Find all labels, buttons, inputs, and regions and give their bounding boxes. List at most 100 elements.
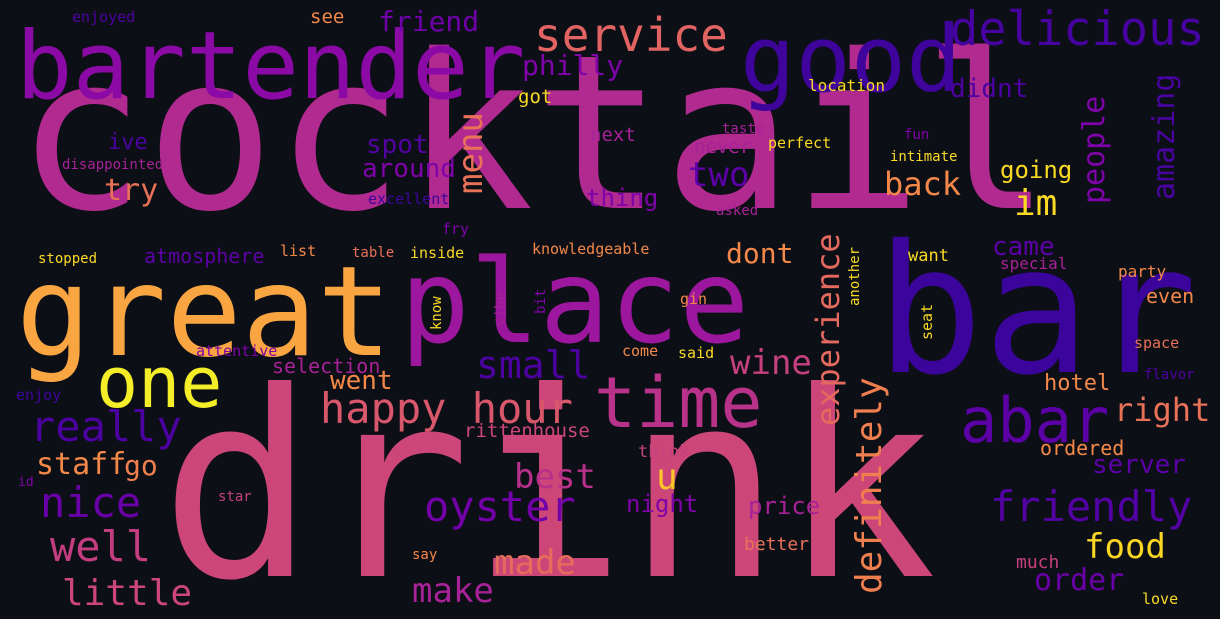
word-ive: ive: [108, 130, 148, 155]
word-fry: fry: [442, 220, 470, 238]
word-staff: staff: [36, 447, 127, 482]
word-amazing: amazing: [1147, 73, 1182, 200]
word-seat: seat: [918, 303, 936, 340]
word-going: going: [1000, 156, 1073, 184]
word-intimate: intimate: [890, 149, 958, 165]
word-u: u: [656, 457, 678, 498]
word-taste: taste: [722, 121, 765, 137]
word-people: people: [1077, 95, 1112, 204]
word-stopped: stopped: [38, 251, 98, 267]
word-made: made: [494, 543, 576, 583]
word-price: price: [748, 492, 821, 520]
word-vibe: vibe: [493, 292, 509, 326]
word-cocktail: cocktail: [16, 8, 1052, 259]
word-around: around: [362, 154, 456, 184]
word-good: good: [740, 6, 962, 113]
word-said: said: [678, 344, 715, 362]
word-rittenhouse: rittenhouse: [464, 420, 590, 442]
word-love: love: [1142, 590, 1179, 608]
word-food: food: [1084, 527, 1166, 567]
word-make: make: [412, 571, 494, 611]
word-im: im: [1014, 183, 1058, 224]
word-place: place: [400, 235, 750, 370]
word-went: went: [330, 366, 393, 396]
word-see: see: [310, 6, 345, 28]
word-party: party: [1118, 262, 1167, 281]
word-know: know: [429, 296, 445, 330]
word-come: come: [622, 342, 659, 360]
word-bit: bit: [533, 288, 549, 314]
word-order: order: [1034, 563, 1125, 598]
word-delicious: delicious: [950, 2, 1205, 57]
word-perfect: perfect: [768, 134, 832, 152]
word-little: little: [62, 573, 193, 614]
word-spot: spot: [366, 130, 429, 160]
word-fun: fun: [904, 127, 930, 143]
word-philly: philly: [522, 49, 624, 82]
word-service: service: [534, 8, 728, 62]
word-table: table: [352, 245, 395, 261]
word-two: two: [688, 155, 750, 195]
word-oyster: oyster: [424, 482, 576, 531]
word-excellent: excellent: [368, 190, 450, 208]
word-even: even: [1146, 284, 1195, 308]
word-thing: thing: [586, 184, 659, 212]
word-attentive: attentive: [196, 342, 278, 360]
word-go: go: [124, 449, 158, 482]
word-try: try: [104, 173, 159, 208]
word-inside: inside: [410, 244, 465, 262]
word-want: want: [908, 246, 949, 266]
word-ordered: ordered: [1040, 436, 1125, 460]
word-experience: experience: [809, 233, 847, 426]
word-abar: abar: [960, 384, 1110, 457]
word-star: star: [218, 489, 252, 505]
word-special: special: [1000, 254, 1068, 273]
word-right: right: [1114, 391, 1211, 429]
word-bartender: bartender: [16, 12, 526, 121]
word-disappointed: disappointed: [62, 157, 164, 173]
word-friend: friend: [378, 5, 480, 38]
word-think: think: [638, 442, 690, 462]
word-got: got: [518, 86, 553, 108]
word-dont: dont: [726, 237, 794, 270]
word-well: well: [50, 522, 152, 571]
word-hotel: hotel: [1044, 371, 1111, 396]
word-time: time: [594, 362, 763, 444]
word-another: another: [847, 246, 863, 306]
word-atmosphere: atmosphere: [144, 244, 265, 268]
word-knowledgeable: knowledgeable: [532, 240, 650, 258]
word-back: back: [884, 165, 962, 203]
word-much: much: [1016, 552, 1060, 573]
word-small: small: [476, 343, 591, 387]
word-enjoy: enjoy: [16, 386, 62, 404]
word-next: next: [590, 124, 636, 146]
word-never: never: [694, 136, 752, 158]
word-bar: bar: [876, 207, 1198, 414]
word-best: best: [514, 457, 596, 497]
word-really: really: [30, 402, 182, 451]
word-friendly: friendly: [990, 482, 1193, 531]
word-nice: nice: [40, 478, 142, 527]
word-server: server: [1092, 450, 1186, 480]
word-came: came: [992, 232, 1055, 262]
word-menu: menu: [451, 112, 491, 194]
word-definitely: definitely: [849, 377, 890, 594]
word-gin: gin: [680, 290, 708, 308]
word-great: great: [16, 240, 393, 385]
word-selection: selection: [272, 354, 381, 378]
word-drink: drink: [160, 337, 937, 619]
word-list: list: [280, 242, 317, 260]
word-location: location: [808, 76, 886, 95]
word-flavor: flavor: [1144, 367, 1195, 383]
word-one: one: [96, 342, 223, 424]
word-space: space: [1134, 334, 1180, 352]
word-asked: asked: [716, 203, 759, 219]
word-didnt: didnt: [950, 74, 1029, 104]
word-happy-hour: happy hour: [320, 384, 573, 433]
word-wine: wine: [730, 343, 812, 383]
word-say: say: [412, 547, 438, 563]
word-enjoyed: enjoyed: [72, 8, 136, 26]
word-id: id: [18, 475, 34, 490]
word-better: better: [744, 534, 810, 555]
